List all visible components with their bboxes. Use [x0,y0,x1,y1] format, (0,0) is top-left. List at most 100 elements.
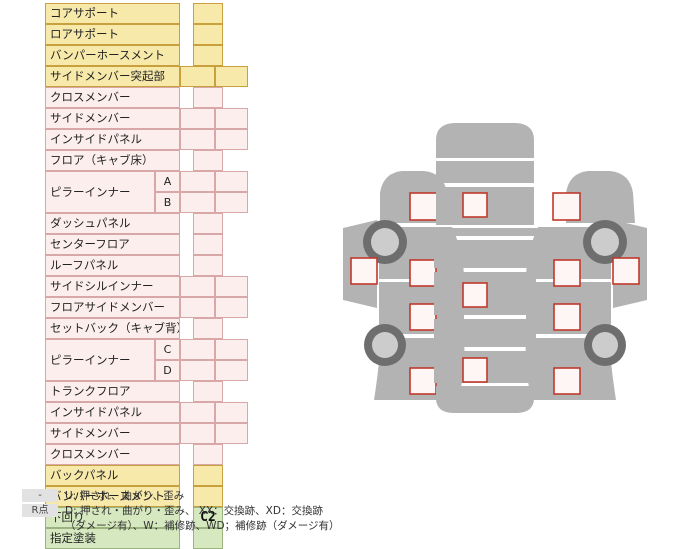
condition-cell[interactable] [193,87,223,108]
table-row: インサイドパネル [45,129,250,150]
legend-text-u: U: 押され、曲がり、歪み [65,490,185,502]
condition-cell[interactable] [193,444,223,465]
condition-cell[interactable] [215,339,248,360]
vehicle-panel-diagram [305,118,685,418]
condition-cell[interactable] [180,192,215,213]
row-label: ピラーインナー [45,171,155,213]
inspection-sheet: コアサポート ロアサポート バンパーホースメント サイドメンバー突起部 クロスメンバーサ… [22,3,685,549]
legend-key-rpoint: R点 [22,504,58,517]
table-row: ダッシュパネル [45,213,250,234]
condition-cell[interactable] [215,297,248,318]
condition-cell[interactable] [215,171,248,192]
row-label: クロスメンバー [45,87,180,108]
row-label: クロスメンバー [45,444,180,465]
condition-cell[interactable] [180,402,215,423]
condition-cell[interactable] [180,108,215,129]
table-row: ピラーインナー C [45,339,250,381]
condition-cell[interactable] [180,171,215,192]
condition-cell[interactable] [180,276,215,297]
table-row: バックパネル [45,465,250,486]
diagram-right-side-view [525,171,647,400]
row-label: ダッシュパネル [45,213,180,234]
row-label: サイドメンバー [45,108,180,129]
condition-cell[interactable] [215,192,248,213]
table-row: ロアサポート [45,24,250,45]
condition-cell[interactable] [193,45,223,66]
legend-text-d: D: 押され・曲がり・歪み、 XX：交換跡、XD：交換跡 [65,505,323,517]
table-row: バンパーホースメント [45,45,250,66]
condition-cell[interactable]: C2 [193,507,223,528]
condition-cell[interactable] [215,66,248,87]
condition-cell[interactable] [193,234,223,255]
condition-cell[interactable] [215,423,248,444]
legend-text-cont: （ダメージ有）、W：補修跡、WD；補修跡（ダメージ有） [65,520,340,532]
table-row: センターフロア [45,234,250,255]
table-row: サイドメンバー [45,108,250,129]
condition-cell[interactable] [215,276,248,297]
condition-cell[interactable] [180,66,215,87]
row-label: フロアサイドメンバー [45,297,180,318]
table-row: B [45,192,250,213]
condition-cell[interactable] [193,255,223,276]
diagram-top-view [424,123,546,413]
legend: - U: 押され、曲がり、歪み R点 D: 押され・曲がり・歪み、 XX：交換跡… [22,489,422,533]
table-row: セットバック（キャブ背） [45,318,250,339]
condition-cell[interactable] [215,129,248,150]
condition-cell[interactable] [193,465,223,486]
table-row: インサイドパネル [45,402,250,423]
row-label: サイドメンバー突起部 [45,66,180,87]
row-label: サイドメンバー [45,423,180,444]
condition-cell[interactable] [215,402,248,423]
condition-cell[interactable] [193,3,223,24]
row-label: センターフロア [45,234,180,255]
condition-cell[interactable] [193,318,223,339]
table-row: サイドメンバー突起部 [45,66,250,87]
table-row: クロスメンバー [45,444,250,465]
condition-cell[interactable] [193,150,223,171]
condition-cell[interactable] [215,108,248,129]
table-row: フロアサイドメンバー [45,297,250,318]
row-label: ロアサポート [45,24,180,45]
row-label: インサイドパネル [45,402,180,423]
row-label: セットバック（キャブ背） [45,318,180,339]
row-label: フロア（キャブ床） [45,150,180,171]
condition-cell[interactable] [180,129,215,150]
row-label: コアサポート [45,3,180,24]
panel-condition-table: コアサポート ロアサポート バンパーホースメント サイドメンバー突起部 クロスメンバーサ… [45,3,250,549]
table-row: 下回り C2 [45,507,250,528]
row-sub-label: C [155,339,180,360]
condition-cell[interactable] [193,24,223,45]
row-label: バックパネル [45,465,180,486]
table-row: トランクフロア [45,381,250,402]
condition-mark: C2 [200,510,216,525]
condition-cell[interactable] [180,297,215,318]
condition-cell[interactable] [180,423,215,444]
table-row: ルーフパネル [45,255,250,276]
row-label: インサイドパネル [45,129,180,150]
row-label: バンパーホースメント [45,45,180,66]
table-row: ピラーインナー A [45,171,250,213]
condition-cell[interactable] [215,360,248,381]
table-row: サイドメンバー [45,423,250,444]
condition-cell[interactable] [193,213,223,234]
legend-row-u: - U: 押され、曲がり、歪み [22,489,422,503]
legend-row-r: R点 D: 押され・曲がり・歪み、 XX：交換跡、XD：交換跡 [22,504,422,518]
row-label: バンパーホースメント [45,486,180,507]
legend-key-dash: - [22,489,58,502]
condition-cell[interactable] [193,381,223,402]
row-label: トランクフロア [45,381,180,402]
table-row: D [45,360,250,381]
table-row: コアサポート [45,3,250,24]
condition-cell[interactable] [180,360,215,381]
row-sub-label: D [155,360,180,381]
table-row: バンパーホースメント [45,486,250,507]
row-label: ピラーインナー [45,339,155,381]
row-sub-label: A [155,171,180,192]
table-row: クロスメンバー [45,87,250,108]
table-row: フロア（キャブ床） [45,150,250,171]
row-label: 下回り [45,507,180,528]
condition-cell[interactable] [193,486,223,507]
row-label: ルーフパネル [45,255,180,276]
condition-cell[interactable] [180,339,215,360]
row-sub-label: B [155,192,180,213]
